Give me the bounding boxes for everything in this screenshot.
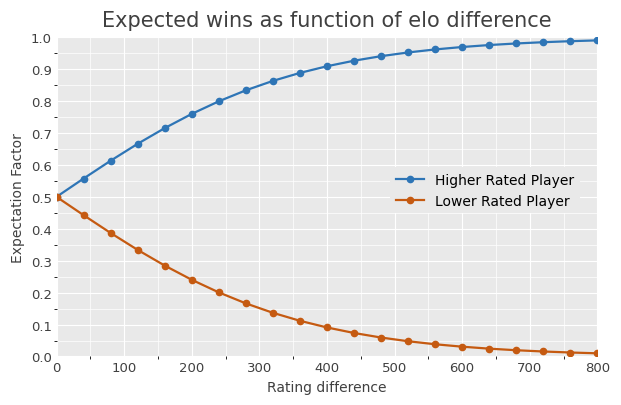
Lower Rated Player [188,278,196,283]
Lower Rated Player [458,344,466,349]
Higher Rated Player [486,43,493,48]
Higher Rated Player [242,89,250,94]
Higher Rated Player [53,195,60,200]
Higher Rated Player [107,159,114,164]
Lower Rated Player [512,348,520,353]
Lower Rated Player [269,311,276,315]
Higher Rated Player [404,51,412,56]
Line: Higher Rated Player: Higher Rated Player [53,38,601,200]
Higher Rated Player [323,65,330,70]
Higher Rated Player [161,126,168,131]
Lower Rated Player [242,301,250,306]
Higher Rated Player [432,48,439,53]
Lower Rated Player [134,248,142,253]
Lower Rated Player [296,319,304,324]
Higher Rated Player [296,71,304,76]
Higher Rated Player [512,42,520,47]
Higher Rated Player [458,45,466,50]
Higher Rated Player [350,59,358,64]
Higher Rated Player [594,39,601,44]
Higher Rated Player [134,142,142,147]
Lower Rated Player [107,231,114,236]
Lower Rated Player [594,351,601,356]
Legend: Higher Rated Player, Lower Rated Player: Higher Rated Player, Lower Rated Player [391,168,579,214]
Higher Rated Player [540,40,547,45]
Higher Rated Player [188,112,196,117]
Lower Rated Player [486,346,493,351]
Lower Rated Player [161,264,168,269]
Lower Rated Player [404,339,412,344]
Line: Lower Rated Player: Lower Rated Player [53,194,601,356]
Lower Rated Player [80,213,88,218]
Lower Rated Player [215,290,222,295]
Lower Rated Player [323,325,330,330]
Lower Rated Player [378,335,385,340]
Lower Rated Player [350,331,358,336]
Higher Rated Player [215,100,222,104]
Higher Rated Player [566,40,574,45]
Lower Rated Player [53,195,60,200]
Higher Rated Player [80,177,88,181]
Lower Rated Player [566,350,574,355]
X-axis label: Rating difference: Rating difference [267,380,387,394]
Lower Rated Player [432,342,439,347]
Higher Rated Player [378,55,385,60]
Y-axis label: Expectation Factor: Expectation Factor [11,132,25,262]
Lower Rated Player [540,349,547,354]
Title: Expected wins as function of elo difference: Expected wins as function of elo differe… [102,11,551,31]
Higher Rated Player [269,79,276,84]
